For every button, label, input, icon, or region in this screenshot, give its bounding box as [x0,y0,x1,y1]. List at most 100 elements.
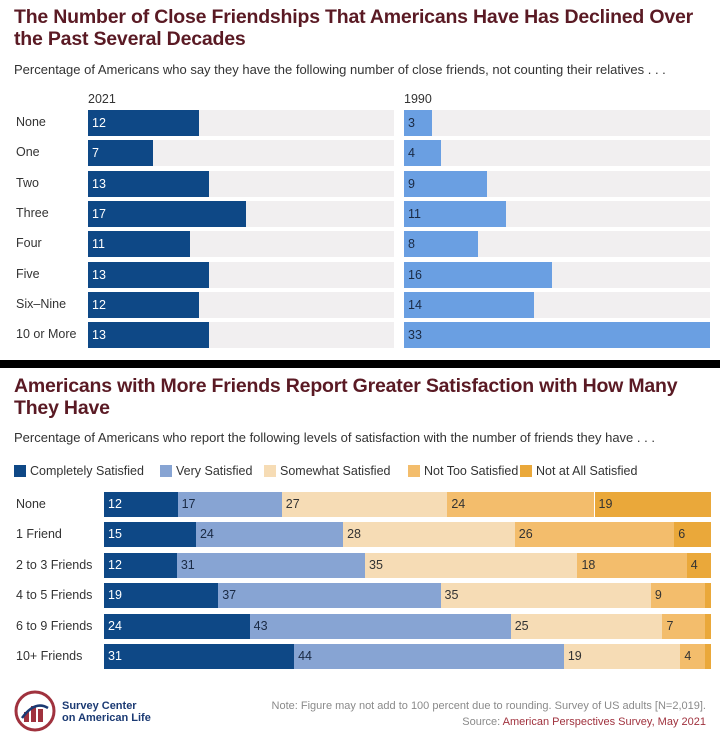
segment-value-label: 24 [451,497,466,511]
bar-1990 [404,322,710,349]
row-label: Five [16,266,40,281]
bar-1990 [404,170,488,197]
segment-not-at-all-satisfied [594,492,711,517]
bar-1990 [404,261,553,288]
segment-very-satisfied [177,492,282,517]
bar-2021 [88,322,209,349]
segment-somewhat-satisfied [281,492,448,517]
row-label: Two [16,175,39,190]
segment-very-satisfied [249,613,511,639]
legend-item: Somewhat Satisfied [264,462,390,480]
legend-swatch [408,465,420,477]
row-label: 10+ Friends [16,649,83,663]
segment-value-label: 35 [369,557,383,572]
row-label: 6 to 9 Friends [16,618,93,633]
bar-2021 [88,140,153,167]
segment-value-label: 43 [253,618,268,633]
row-label: 1 Friend [16,527,62,542]
segment-value-label: 37 [222,588,237,603]
segment-value-label: 12 [108,557,122,572]
logo-text: Survey Center on American Life [62,700,151,724]
survey-center-logo-icon [14,690,56,732]
segment-not-too-satisfied [662,613,705,639]
row-label: One [16,145,40,160]
legend-label: Somewhat Satisfied [280,464,391,478]
segment-very-satisfied [176,552,365,578]
segment-not-at-all-satisfied [674,522,711,548]
segment-completely-satisfied [104,644,295,669]
bar-value-label: 9 [408,176,415,191]
bar-1990 [404,231,479,258]
source-name: American Perspectives Survey, May 2021 [502,716,706,728]
logo-line1: Survey Center [62,700,137,712]
segment-somewhat-satisfied [365,552,578,578]
segment-value-label: 19 [108,588,122,603]
segment-value-label: 7 [666,618,674,633]
segment-value-label: 15 [108,527,122,542]
segment-completely-satisfied [104,583,219,609]
bar-2021 [88,110,200,136]
legend-swatch [14,465,26,477]
row-label: 4 to 5 Friends [16,588,93,603]
row-label: None [16,115,46,129]
segment-value-label: 27 [285,497,300,511]
segment-very-satisfied [195,522,344,548]
legend-label: Not at All Satisfied [536,464,638,478]
segment-completely-satisfied [104,552,177,578]
row-label: Four [16,236,42,251]
segment-value-label: 18 [581,557,596,572]
bar-value-label: 16 [408,267,422,282]
bar-2021 [88,200,246,227]
bar-track [404,110,710,136]
bar-value-label: 4 [408,146,415,161]
segment-value-label: 6 [678,527,686,542]
segment-not-at-all-satisfied [704,613,711,639]
source-line: Source: American Perspectives Survey, Ma… [462,716,706,728]
segment-very-satisfied [218,583,441,609]
bar-value-label: 33 [408,328,422,343]
legend-item: Very Satisfied [160,462,252,480]
segment-value-label: 24 [199,527,214,542]
row-label: None [16,497,46,511]
legend-swatch [160,465,172,477]
logo-line2: on American Life [62,712,151,724]
bar-2021 [88,291,200,318]
bar-value-label: 3 [408,116,415,130]
footnote: Note: Figure may not add to 100 percent … [271,700,706,712]
segment-not-at-all-satisfied [704,644,711,669]
bar-value-label: 12 [92,297,106,312]
segment-not-too-satisfied [650,583,705,609]
bar-1990 [404,291,534,318]
row-label: Three [16,205,49,220]
legend-item: Completely Satisfied [14,462,144,480]
year-label-2021: 2021 [88,92,116,106]
segment-value-label: 31 [108,649,122,663]
segment-not-too-satisfied [680,644,705,669]
segment-not-too-satisfied [577,552,687,578]
bar-value-label: 13 [92,176,106,191]
bar-2021 [88,170,209,197]
source-prefix: Source: [462,716,503,728]
segment-somewhat-satisfied [563,644,681,669]
bar-2021 [88,231,190,258]
legend-swatch [520,465,532,477]
segment-value-label: 19 [567,649,582,663]
row-label: Six–Nine [16,296,67,311]
bar-value-label: 8 [408,237,415,252]
year-label-1990: 1990 [404,92,432,106]
segment-value-label: 12 [108,497,122,511]
chart2-title: Americans with More Friends Report Great… [14,375,678,419]
segment-completely-satisfied [104,613,250,639]
bar-value-label: 14 [408,297,422,312]
segment-value-label: 9 [654,588,662,603]
chart1-title: The Number of Close Friendships That Ame… [14,6,694,50]
chart1-subtitle: Percentage of Americans who say they hav… [14,62,666,77]
row-label: 10 or More [16,327,77,342]
bar-value-label: 13 [92,328,106,343]
bar-value-label: 7 [92,146,99,161]
segment-not-too-satisfied [447,492,595,517]
segment-somewhat-satisfied [510,613,663,639]
bar-value-label: 11 [408,206,421,221]
segment-value-label: 26 [518,527,533,542]
legend-item: Not at All Satisfied [520,462,637,480]
